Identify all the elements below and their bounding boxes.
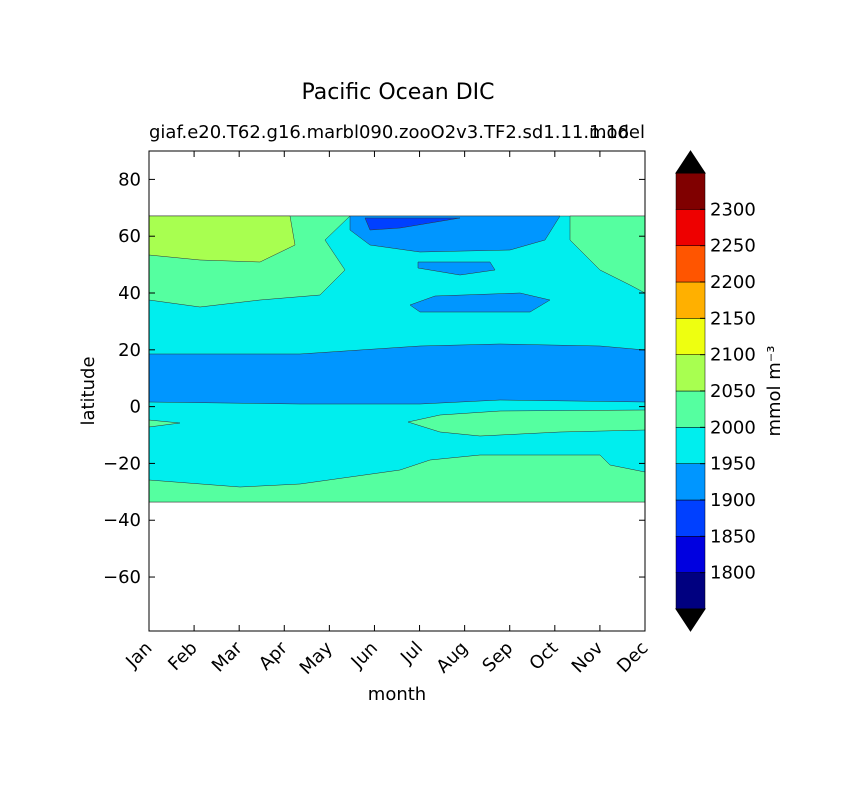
x-tick-label: Mar bbox=[208, 637, 247, 676]
colorbar-tick-label: 2000 bbox=[710, 417, 756, 438]
colorbar-segment bbox=[675, 245, 706, 283]
colorbar-extend bbox=[675, 150, 706, 174]
colorbar-segment bbox=[675, 463, 706, 501]
x-axis-label: month bbox=[368, 684, 426, 705]
colorbar-segment bbox=[675, 427, 706, 464]
y-tick-label: 40 bbox=[118, 283, 141, 304]
x-tick-label: Dec bbox=[613, 638, 652, 677]
x-tick-label: Nov bbox=[568, 637, 608, 677]
x-tick-label: Jun bbox=[347, 638, 382, 673]
y-tick-label: −20 bbox=[103, 453, 141, 474]
contour-region bbox=[148, 454, 646, 503]
plot-frame bbox=[148, 150, 646, 632]
colorbar-tick-label: 2150 bbox=[710, 308, 756, 329]
x-tick-label: Aug bbox=[432, 638, 472, 678]
contour-region bbox=[148, 215, 296, 263]
colorbar-tick-label: 2200 bbox=[710, 272, 756, 293]
colorbar-tick-label: 1950 bbox=[710, 454, 756, 475]
y-tick-label: −40 bbox=[103, 510, 141, 531]
subtitle-right: model bbox=[589, 122, 645, 143]
subtitle: giaf.e20.T62.g16.marbl090.zooO2v3.TF2.sd… bbox=[149, 122, 629, 143]
x-tick-label: Apr bbox=[255, 637, 292, 674]
contour-regions bbox=[148, 215, 646, 503]
colorbar-segment bbox=[675, 536, 706, 573]
colorbar-tick-label: 2100 bbox=[710, 345, 756, 366]
x-tick-label: Sep bbox=[478, 638, 517, 677]
x-tick-label: Feb bbox=[164, 638, 201, 675]
y-tick-label: 20 bbox=[118, 340, 141, 361]
y-tick-label: 80 bbox=[118, 169, 141, 190]
colorbar-tick-label: 2250 bbox=[710, 236, 756, 257]
colorbar-segment bbox=[675, 572, 706, 610]
y-tick-label: −60 bbox=[103, 567, 141, 588]
colorbar-segment bbox=[675, 172, 706, 210]
colorbar-tick-label: 1850 bbox=[710, 526, 756, 547]
x-tick-label: Oct bbox=[525, 638, 562, 675]
colorbar-extend bbox=[675, 608, 706, 632]
y-axis-label: latitude bbox=[78, 356, 99, 425]
contour-region bbox=[417, 261, 496, 276]
colorbar-segment bbox=[675, 354, 706, 392]
colorbar-segment bbox=[675, 281, 706, 319]
contour-region bbox=[364, 217, 461, 231]
x-tick-label: May bbox=[296, 637, 337, 678]
colorbar-segment bbox=[675, 318, 706, 355]
colorbar-label: mmol m⁻³ bbox=[764, 345, 785, 436]
colorbar-segment bbox=[675, 499, 706, 537]
colorbar-tick-label: 2050 bbox=[710, 381, 756, 402]
contour-region bbox=[409, 292, 551, 313]
y-tick-label: 0 bbox=[130, 397, 141, 418]
colorbar-segment bbox=[675, 209, 706, 246]
y-tick-label: 60 bbox=[118, 226, 141, 247]
colorbar-segment bbox=[675, 390, 706, 428]
colorbar-tick-label: 2300 bbox=[710, 199, 756, 220]
colorbar-tick-label: 1900 bbox=[710, 490, 756, 511]
chart-title: Pacific Ocean DIC bbox=[301, 80, 494, 105]
x-tick-label: Jan bbox=[121, 638, 156, 673]
colorbar-tick-label: 1800 bbox=[710, 563, 756, 584]
x-tick-label: Jul bbox=[396, 638, 427, 669]
